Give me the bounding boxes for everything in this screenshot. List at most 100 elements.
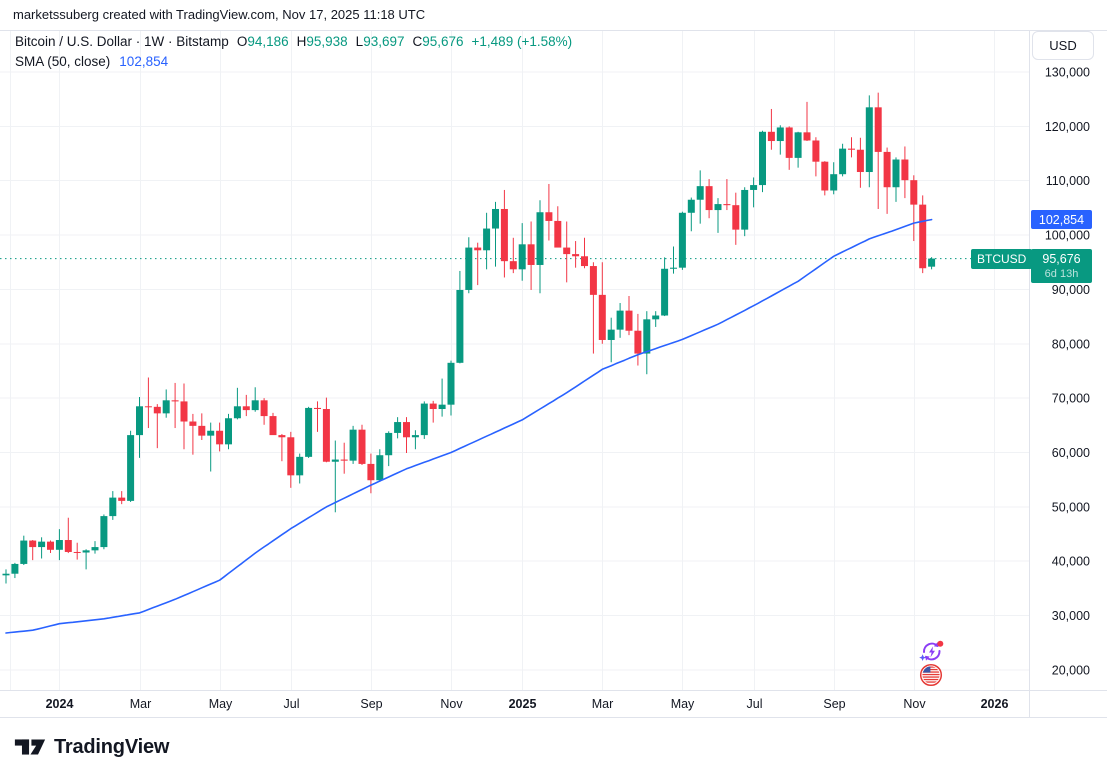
candle-body [492, 208, 499, 229]
candle-body [830, 174, 838, 191]
price-tick-label: 130,000 [1045, 66, 1090, 80]
candle-body [411, 435, 419, 438]
tradingview-logo[interactable]: TradingView [13, 730, 169, 764]
candle-body [242, 406, 250, 411]
candle-body [741, 189, 749, 230]
candle-body [216, 430, 224, 445]
candle-body [661, 268, 669, 316]
candle-body [670, 267, 677, 269]
price-change: +1,489 (+1.58%) [471, 34, 573, 49]
price-tick-label: 90,000 [1052, 283, 1090, 297]
candle-body [287, 437, 295, 476]
sma-price-label: 102,854 [1031, 210, 1092, 229]
candle-body [225, 418, 232, 445]
candle-body [848, 148, 855, 150]
candle-body [803, 132, 811, 141]
candle-body [29, 540, 37, 548]
time-axis-label: Sep [823, 697, 845, 711]
candle-body [705, 186, 713, 211]
candle-body [144, 406, 152, 408]
legend-row-sma: SMA (50, close) 102,854 [15, 52, 572, 72]
price-tick-label: 50,000 [1052, 500, 1090, 514]
candle-body [919, 204, 927, 269]
candle-body [296, 456, 304, 476]
candle-body [883, 151, 891, 188]
price-tick-label: 20,000 [1052, 663, 1090, 677]
last-price-label: 95,676 6d 13h [1031, 249, 1092, 283]
candle-body [598, 294, 606, 340]
candle-body [901, 159, 909, 181]
price-tick-label: 80,000 [1052, 337, 1090, 351]
candle-body [625, 310, 633, 331]
time-axis-label: Nov [440, 697, 463, 711]
events-refresh-bolt-icon[interactable] [918, 638, 945, 665]
ohlc-values: O94,186 H95,938 L93,697 C95,676 [229, 34, 464, 49]
time-axis-label: Sep [360, 697, 382, 711]
candle-body [403, 422, 410, 438]
candle-body [136, 406, 143, 436]
candle-body [385, 432, 393, 456]
candle-body [278, 435, 286, 438]
candle-body [340, 459, 348, 461]
candle-body [118, 497, 126, 501]
sma-line [5, 218, 933, 634]
bar-countdown: 6d 13h [1044, 268, 1079, 280]
candle-body [527, 244, 535, 265]
candle-body [509, 261, 517, 270]
price-tick-label: 40,000 [1052, 555, 1090, 569]
time-axis-label: Nov [903, 697, 926, 711]
candle-body [518, 244, 526, 270]
candle-body [91, 547, 99, 551]
candle-body [839, 148, 847, 175]
time-axis-label: Mar [130, 697, 152, 711]
candle-body [634, 330, 642, 354]
candle-body [429, 403, 437, 410]
candle-body [251, 400, 259, 411]
candle-body [616, 310, 624, 330]
candle-body [465, 247, 473, 290]
candle-body [331, 459, 339, 462]
candle-body [153, 406, 161, 414]
candle-body [305, 407, 313, 457]
candle-body [714, 204, 722, 211]
time-axis-label: May [209, 697, 233, 711]
sma-legend-value: 102,854 [119, 54, 169, 69]
candle-body [865, 107, 873, 173]
symbol-title: Bitcoin / U.S. Dollar · 1W · Bitstamp [15, 34, 229, 49]
us-flag-event-icon[interactable] [919, 663, 943, 687]
candle-body [100, 516, 108, 548]
chart-legend: Bitcoin / U.S. Dollar · 1W · Bitstamp O94… [15, 32, 572, 72]
candle-body [572, 254, 580, 257]
ohlc-item: C95,676 [412, 34, 464, 49]
brand-name: TradingView [54, 735, 170, 758]
candle-body [82, 550, 90, 553]
candle-body [367, 463, 375, 481]
candle-body [314, 407, 321, 410]
candle-body [545, 212, 553, 221]
price-axis-border [1029, 30, 1030, 717]
time-axis-label: Jul [284, 697, 300, 711]
candle-body [438, 404, 446, 410]
candle-body [269, 416, 277, 436]
candle-body [207, 430, 215, 436]
candle-body [358, 429, 366, 464]
candle-body [643, 319, 651, 354]
candle-body [349, 429, 357, 461]
candle-body [447, 362, 455, 405]
tradingview-mark-icon [14, 739, 46, 755]
currency-button[interactable]: USD [1032, 31, 1094, 60]
candle-body [2, 573, 10, 576]
candle-body [607, 329, 615, 340]
candle-body [11, 563, 19, 574]
candle-body [750, 185, 758, 190]
candle-body [678, 212, 686, 268]
candle-body [38, 541, 46, 548]
candle-body [910, 180, 918, 205]
price-tick-label: 100,000 [1045, 229, 1090, 243]
candle-body [563, 247, 571, 255]
candle-body [856, 149, 864, 173]
candle-body [687, 199, 695, 213]
candle-body [322, 409, 330, 462]
candle-body [171, 400, 179, 402]
